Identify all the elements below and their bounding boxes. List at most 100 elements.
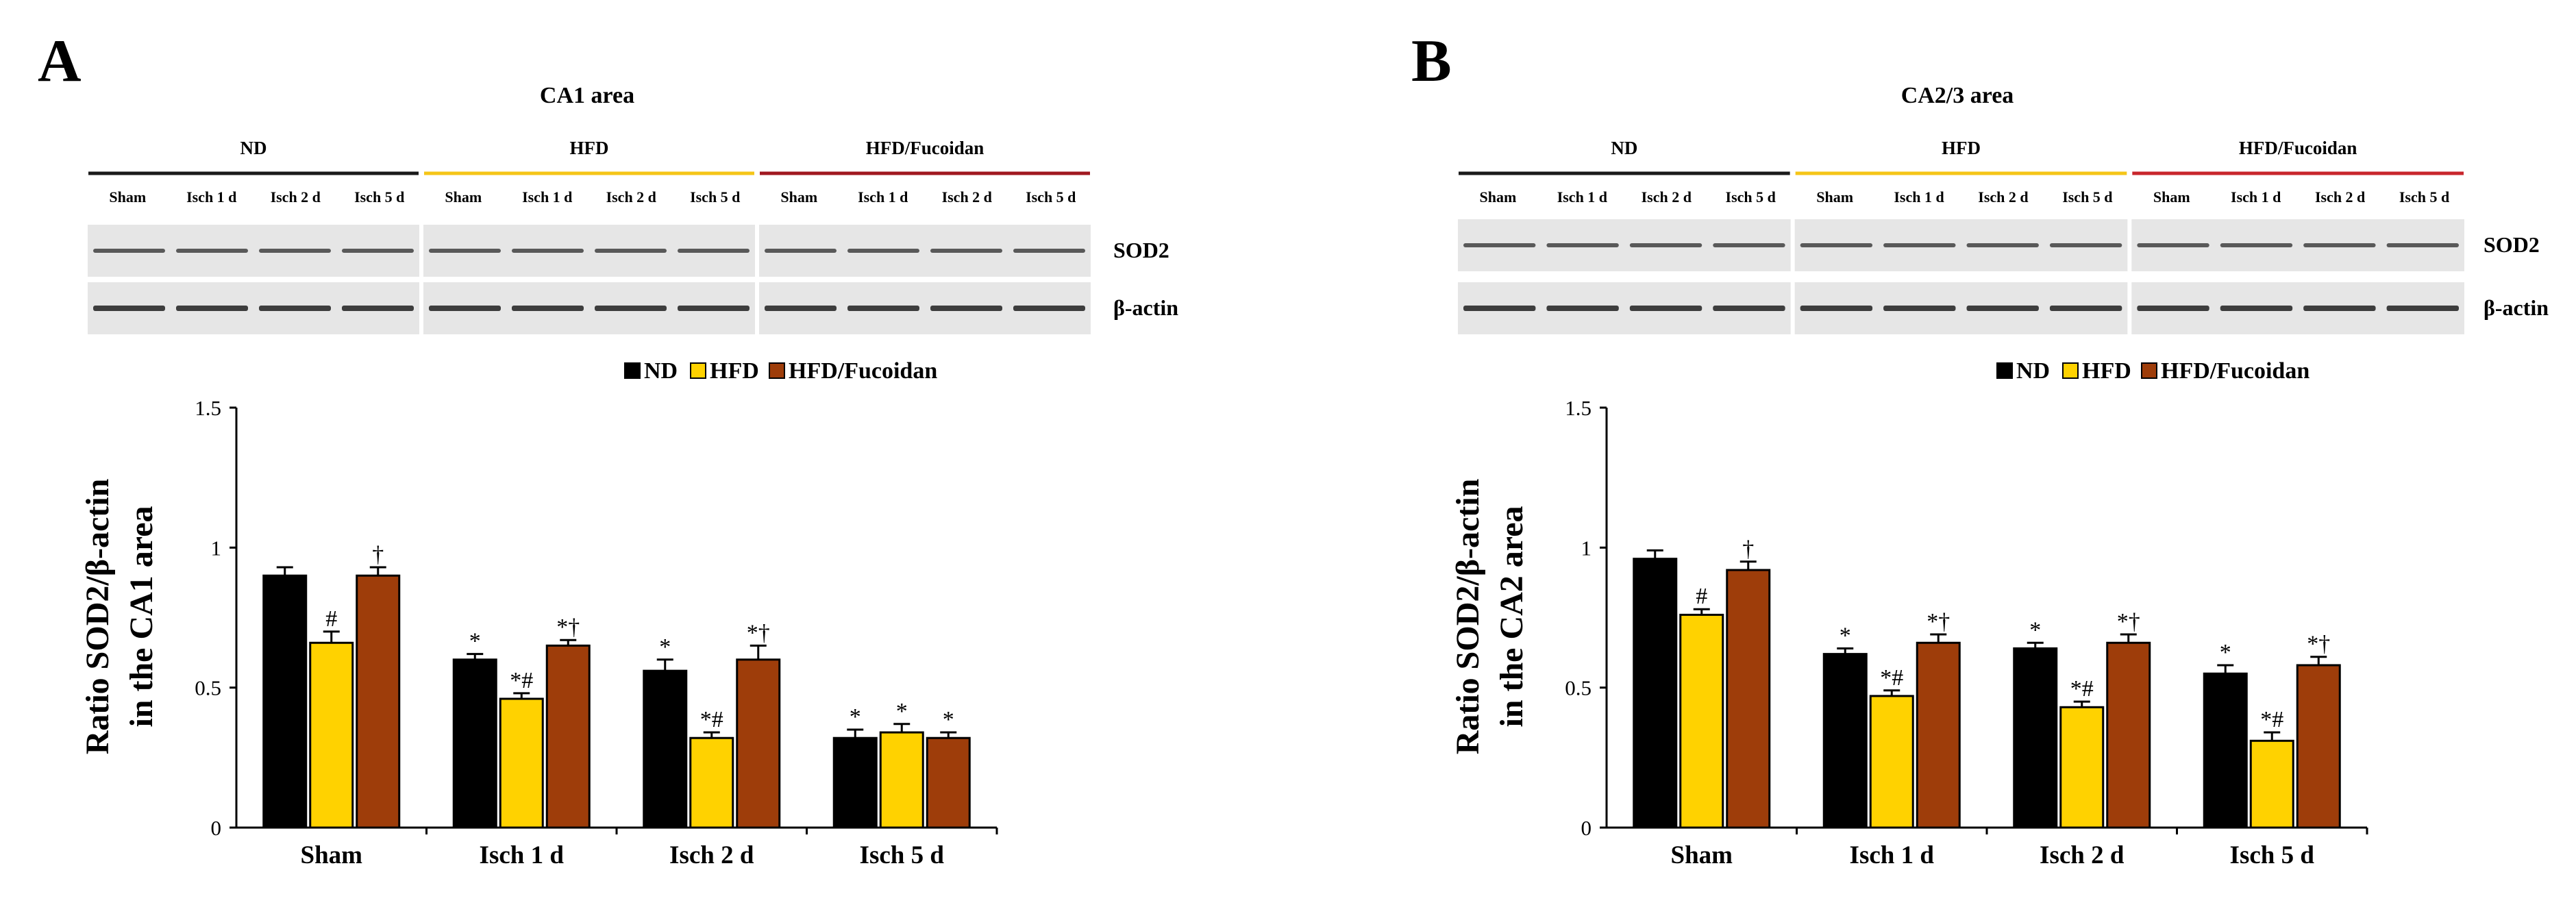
legend-label: HFD/Fucoidan [789, 358, 937, 384]
blot-band [678, 249, 750, 253]
blot-band [429, 306, 501, 311]
blot-band [930, 249, 1002, 253]
lane-label: Isch 2 d [2315, 188, 2365, 206]
legend-label: HFD [710, 358, 759, 384]
blot-band [1966, 243, 2039, 247]
area-title: CA2/3 area [1901, 83, 2014, 108]
y-tick-label: 1 [211, 536, 222, 560]
lane-label: Isch 2 d [1978, 188, 2028, 206]
significance-mark: *† [1927, 609, 1950, 634]
lane-label: Sham [780, 188, 817, 206]
bar [1916, 641, 1961, 829]
bar [499, 697, 544, 829]
y-tick-label: 0 [211, 816, 222, 840]
blot-label-sod2: SOD2 [1113, 238, 1169, 262]
lane-label: Isch 1 d [522, 188, 572, 206]
y-axis-label: in the CA1 area [123, 506, 160, 727]
lane-label: Isch 1 d [1557, 188, 1607, 206]
legend-label: HFD [2082, 358, 2131, 384]
blot-band [847, 249, 919, 253]
blot-band [259, 249, 331, 253]
blot-band [2137, 243, 2209, 247]
y-axis-label: in the CA2 area [1494, 506, 1530, 727]
lane-label: Isch 5 d [2062, 188, 2112, 206]
y-axis-label: Ratio SOD2/β-actin [79, 479, 116, 755]
lane-label: Isch 2 d [271, 188, 321, 206]
bar [452, 658, 497, 829]
blot-band [176, 306, 248, 311]
lane-label: Sham [2153, 188, 2190, 206]
blot-band [1713, 243, 1785, 247]
blot-band [259, 306, 331, 311]
blot-band [2137, 306, 2209, 311]
lane-label: Isch 1 d [2231, 188, 2281, 206]
blot-band [1629, 306, 1702, 311]
blot-band [1883, 306, 1956, 311]
blot-band [1713, 306, 1785, 311]
legend-swatch [624, 362, 641, 379]
significance-mark: *# [2260, 707, 2283, 732]
significance-mark: *# [510, 668, 533, 693]
blot-band [2386, 243, 2459, 247]
bar [879, 731, 924, 829]
lane-label: Isch 5 d [1726, 188, 1776, 206]
blot-band [429, 249, 501, 253]
lane-label: Sham [109, 188, 146, 206]
significance-mark: * [659, 634, 671, 660]
bar [262, 574, 308, 829]
y-tick-label: 1.5 [1565, 396, 1592, 420]
significance-mark: † [372, 542, 384, 567]
bar [1869, 695, 1914, 829]
blot-band [176, 249, 248, 253]
blot-band [1013, 306, 1085, 311]
panel-letter: B [1411, 28, 1452, 95]
bar [2203, 672, 2248, 829]
blot-group-label: HFD [570, 138, 609, 158]
blot-group-label: HFD/Fucoidan [866, 138, 984, 158]
blot-band [1546, 306, 1619, 311]
blot-band [2049, 243, 2122, 247]
significance-mark: † [1742, 536, 1754, 562]
blot-band [1463, 243, 1536, 247]
bar [832, 736, 878, 829]
blot-group-label: HFD/Fucoidan [2239, 138, 2357, 158]
area-title: CA1 area [540, 83, 634, 108]
x-tick-label: Isch 5 d [860, 841, 945, 869]
bar [643, 669, 688, 829]
blot-band [1883, 243, 1956, 247]
blot-band [342, 306, 414, 311]
legend-swatch [2141, 362, 2157, 379]
y-tick-label: 1 [1581, 536, 1592, 560]
lane-label: Isch 5 d [690, 188, 740, 206]
significance-mark: *† [2307, 632, 2330, 657]
bar [309, 641, 354, 829]
blot-band [765, 306, 837, 311]
blot-band [93, 306, 165, 311]
significance-mark: *# [700, 707, 723, 732]
lane-label: Isch 2 d [1642, 188, 1692, 206]
significance-mark: * [943, 707, 954, 732]
blot-band [847, 306, 919, 311]
panel-a: A CA1 area ND Sham Isch 1 d Isch 2 d Isch 5 d H… [38, 28, 1178, 869]
significance-mark: * [850, 704, 861, 730]
lane-label: Isch 5 d [1026, 188, 1076, 206]
blot-label-actin: β-actin [2484, 295, 2549, 320]
bar [1679, 613, 1724, 829]
x-tick-label: Isch 2 d [2040, 841, 2125, 869]
bar [2013, 647, 2058, 829]
y-tick-label: 0 [1581, 816, 1592, 840]
lane-label: Isch 1 d [858, 188, 908, 206]
blot-band [595, 249, 667, 253]
blot-group-label: ND [240, 138, 267, 158]
legend-swatch [1996, 362, 2013, 379]
lane-label: Isch 2 d [942, 188, 992, 206]
panel-letter: A [38, 28, 82, 95]
bar [356, 574, 401, 829]
legend-swatch [769, 362, 785, 379]
lane-label: Sham [445, 188, 482, 206]
bar [1633, 558, 1678, 829]
y-axis-label: Ratio SOD2/β-actin [1450, 479, 1486, 755]
y-tick-label: 1.5 [195, 396, 221, 420]
bar [736, 658, 781, 829]
blot-band [2303, 243, 2376, 247]
